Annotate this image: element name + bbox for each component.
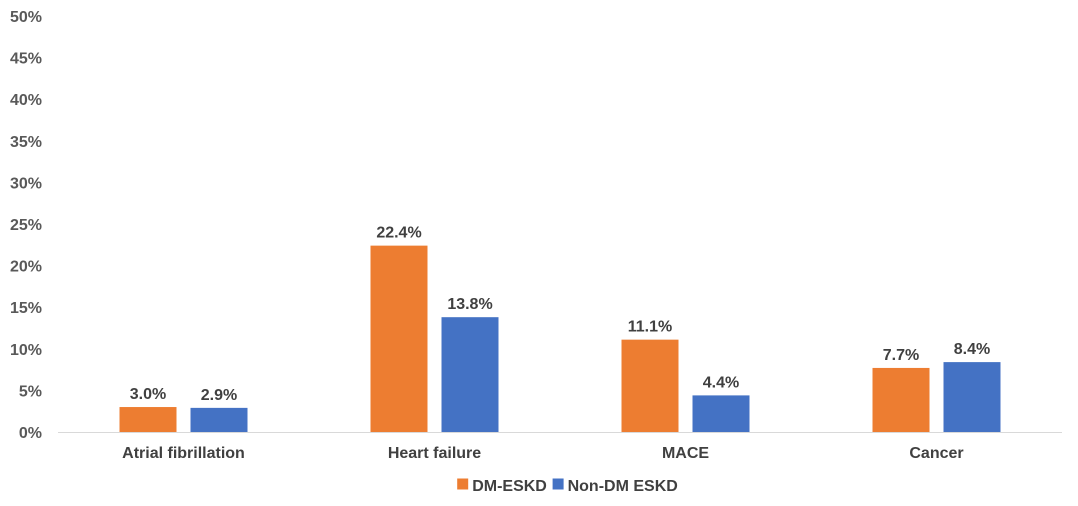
y-tick-label: 40% xyxy=(10,92,42,109)
bar-non-dm-eskd xyxy=(441,317,499,432)
data-label: 8.4% xyxy=(954,341,990,358)
x-category-label: MACE xyxy=(662,445,709,462)
y-tick-label: 15% xyxy=(10,300,42,317)
x-category-label: Cancer xyxy=(909,445,963,462)
x-category-label: Heart failure xyxy=(388,445,481,462)
category-labels-group: Atrial fibrillation Heart failure MACE Canc… xyxy=(122,445,963,462)
legend-label: DM-ESKD xyxy=(472,478,547,495)
y-tick-label: 35% xyxy=(10,134,42,151)
data-label: 13.8% xyxy=(447,296,492,313)
data-labels-group: 3.0% 2.9% 22.4% 13.8% 11.1% 4.4% 7.7% 8.4% xyxy=(130,225,990,404)
data-label: 22.4% xyxy=(376,225,421,242)
legend-swatch xyxy=(457,478,469,490)
y-tick-label: 50% xyxy=(10,9,42,26)
y-tick-label: 10% xyxy=(10,342,42,359)
legend-label: Non-DM ESKD xyxy=(568,478,678,495)
y-tick-label: 45% xyxy=(10,51,42,68)
bar-dm-eskd xyxy=(621,339,679,432)
bar-dm-eskd xyxy=(370,245,428,432)
y-tick-label: 20% xyxy=(10,259,42,276)
y-tick-label: 25% xyxy=(10,217,42,234)
data-label: 2.9% xyxy=(201,387,237,404)
data-label: 7.7% xyxy=(883,347,919,364)
y-tick-label: 0% xyxy=(19,425,42,442)
bars-group xyxy=(119,245,1001,432)
bar-dm-eskd xyxy=(872,367,930,432)
y-tick-label: 5% xyxy=(19,383,42,400)
data-label: 3.0% xyxy=(130,386,166,403)
legend: DM-ESKD Non-DM ESKD xyxy=(457,478,678,495)
bar-non-dm-eskd xyxy=(943,362,1001,432)
y-tick-label: 30% xyxy=(10,175,42,192)
y-axis-ticks: 0% 5% 10% 15% 20% 25% 30% 35% 40% 45% 50% xyxy=(10,9,42,442)
data-label: 4.4% xyxy=(703,374,739,391)
data-label: 11.1% xyxy=(628,319,672,336)
x-category-label: Atrial fibrillation xyxy=(122,445,245,462)
bar-dm-eskd xyxy=(119,407,177,432)
bar-non-dm-eskd xyxy=(190,407,248,432)
legend-swatch xyxy=(552,478,564,490)
bar-non-dm-eskd xyxy=(692,395,750,432)
